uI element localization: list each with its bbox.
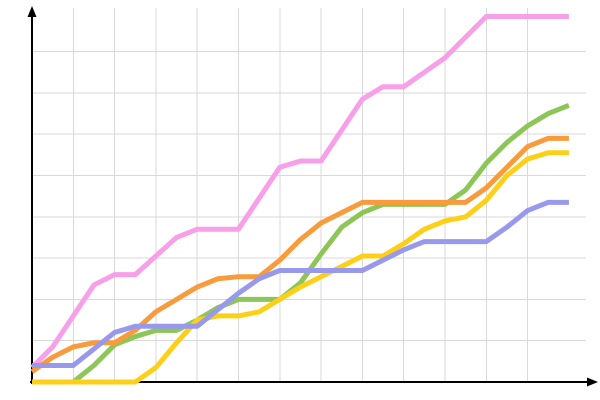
series-purple bbox=[32, 199, 569, 368]
series-orange bbox=[30, 135, 569, 374]
series-pink bbox=[30, 14, 569, 370]
y-axis-arrow-icon bbox=[27, 6, 37, 17]
vertical-gridlines bbox=[31, 8, 529, 382]
series-lines bbox=[30, 14, 570, 385]
series-green bbox=[32, 102, 570, 385]
x-axis-arrow-icon bbox=[587, 377, 598, 387]
series-yellow bbox=[32, 150, 569, 385]
chart-axes bbox=[27, 6, 598, 387]
